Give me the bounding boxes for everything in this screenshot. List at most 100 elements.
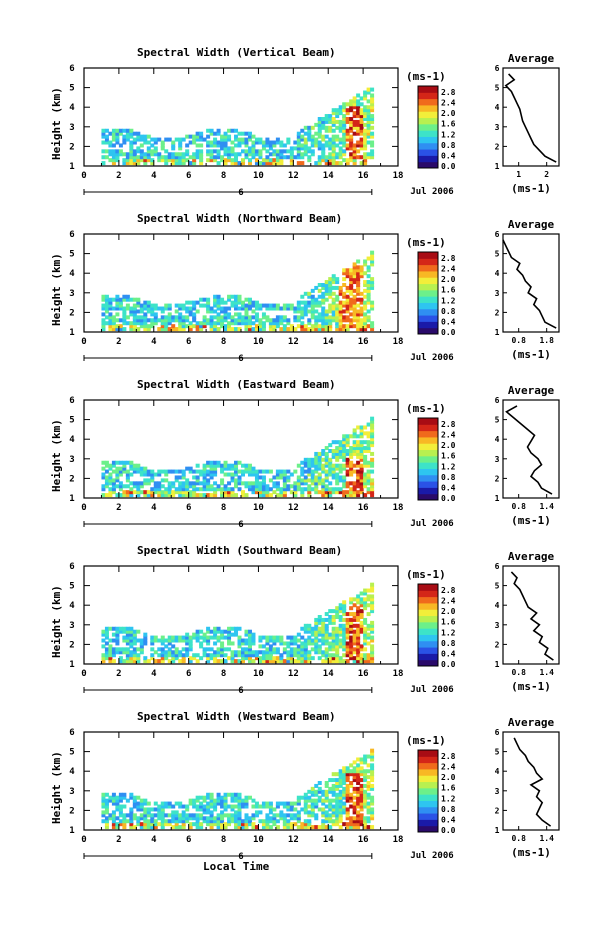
heatmap-cell bbox=[338, 487, 343, 492]
x-tick-label: 0 bbox=[81, 669, 86, 679]
heatmap-cell bbox=[359, 96, 364, 101]
heatmap-cell bbox=[216, 315, 221, 320]
heatmap-cell bbox=[275, 825, 280, 830]
heatmap-cell bbox=[307, 125, 312, 130]
heatmap-cell bbox=[220, 466, 225, 471]
heatmap-cell bbox=[370, 763, 375, 768]
heatmap-cell bbox=[366, 268, 371, 273]
heatmap-cell bbox=[363, 327, 368, 332]
heatmap-cell bbox=[188, 140, 193, 145]
heatmap-cell bbox=[188, 484, 193, 489]
heatmap-cell bbox=[254, 487, 259, 492]
heatmap-cell bbox=[356, 149, 361, 154]
heatmap-cell bbox=[342, 449, 347, 453]
heatmap-cell bbox=[366, 288, 371, 293]
heatmap-cell bbox=[209, 315, 214, 320]
heatmap-cell bbox=[247, 321, 252, 326]
heatmap-cell bbox=[206, 647, 211, 652]
heatmap-cell bbox=[164, 472, 169, 477]
heatmap-cell bbox=[209, 825, 214, 830]
heatmap-cell bbox=[345, 131, 350, 136]
heatmap-cell bbox=[220, 140, 225, 145]
heatmap-cell bbox=[303, 152, 308, 157]
heatmap-cell bbox=[296, 656, 301, 661]
heatmap-cell bbox=[352, 810, 357, 815]
heatmap-cell bbox=[324, 327, 329, 332]
heatmap-cell bbox=[160, 801, 165, 806]
heatmap-cell bbox=[359, 146, 364, 151]
heatmap-cell bbox=[237, 469, 242, 474]
heatmap-cell bbox=[335, 119, 340, 124]
heatmap-cell bbox=[199, 152, 204, 157]
heatmap-cell bbox=[192, 632, 197, 637]
heatmap-cell bbox=[363, 300, 368, 305]
heatmap-cell bbox=[122, 152, 127, 157]
heatmap-cell bbox=[356, 481, 361, 486]
heatmap-cell bbox=[136, 487, 141, 492]
heatmap-cell bbox=[174, 327, 179, 332]
heatmap-cell bbox=[331, 807, 336, 812]
heatmap-cell bbox=[366, 131, 371, 136]
colorbar-swatch bbox=[418, 155, 438, 163]
heatmap-cell bbox=[310, 626, 315, 631]
heatmap-cell bbox=[324, 816, 329, 821]
heatmap-cell bbox=[118, 324, 123, 329]
heatmap-cell bbox=[356, 280, 361, 285]
heatmap-cell bbox=[307, 466, 312, 471]
colorbar-tick-label: 0.4 bbox=[441, 815, 456, 824]
heatmap-cell bbox=[335, 615, 340, 619]
heatmap-cell bbox=[275, 656, 280, 661]
heatmap-cell bbox=[171, 656, 176, 661]
heatmap-cell bbox=[272, 149, 277, 154]
colorbar-tick-label: 2.8 bbox=[441, 752, 456, 761]
heatmap-cell bbox=[227, 819, 232, 824]
heatmap-cell bbox=[223, 143, 228, 148]
heatmap-cell bbox=[101, 472, 106, 477]
colorbar-swatch bbox=[418, 296, 438, 303]
heatmap-cell bbox=[237, 137, 242, 142]
heatmap-cell bbox=[251, 798, 256, 803]
heatmap-cell bbox=[345, 288, 350, 293]
heatmap-cell bbox=[335, 446, 340, 451]
heatmap-cell bbox=[370, 256, 375, 261]
colorbar-tick-label: 2.0 bbox=[441, 773, 456, 782]
heatmap-cell bbox=[188, 327, 193, 332]
heatmap-cell bbox=[132, 315, 137, 320]
heatmap-cell bbox=[363, 431, 368, 436]
heatmap-cell bbox=[209, 801, 214, 806]
heatmap-cell bbox=[324, 493, 329, 498]
avg-y-tick-label: 2 bbox=[495, 308, 500, 317]
heatmap-cell bbox=[118, 792, 123, 797]
heatmap-cell bbox=[178, 152, 183, 157]
heatmap-cell bbox=[227, 152, 232, 157]
heatmap-cell bbox=[366, 825, 371, 830]
heatmap-cell bbox=[115, 822, 120, 827]
heatmap-cell bbox=[104, 309, 109, 314]
heatmap-cell bbox=[206, 804, 211, 809]
heatmap-cell bbox=[199, 641, 204, 646]
heatmap-cell bbox=[279, 158, 284, 163]
heatmap-cell bbox=[342, 617, 347, 622]
heatmap-cell bbox=[122, 318, 127, 323]
heatmap-cell bbox=[366, 265, 371, 270]
colorbar-frame bbox=[417, 251, 439, 335]
heatmap-cell bbox=[359, 822, 364, 827]
heatmap-cell bbox=[195, 653, 200, 658]
heatmap-cell bbox=[181, 472, 186, 477]
heatmap-cell bbox=[115, 801, 120, 806]
heatmap-cell bbox=[216, 297, 221, 302]
heatmap-cell bbox=[363, 449, 368, 453]
heatmap-cell bbox=[146, 807, 151, 812]
heatmap-cell bbox=[349, 638, 354, 643]
heatmap-cell bbox=[216, 629, 221, 634]
heatmap-cell bbox=[296, 303, 301, 308]
heatmap-cell bbox=[227, 137, 232, 142]
heatmap-cell bbox=[345, 810, 350, 815]
heatmap-cell bbox=[282, 825, 287, 830]
heatmap-cell bbox=[352, 493, 357, 498]
average-frame bbox=[502, 731, 560, 831]
heatmap-cell bbox=[335, 108, 340, 113]
heatmap-cell bbox=[356, 288, 361, 293]
heatmap-cell bbox=[268, 804, 273, 809]
heatmap-cell bbox=[282, 659, 287, 664]
